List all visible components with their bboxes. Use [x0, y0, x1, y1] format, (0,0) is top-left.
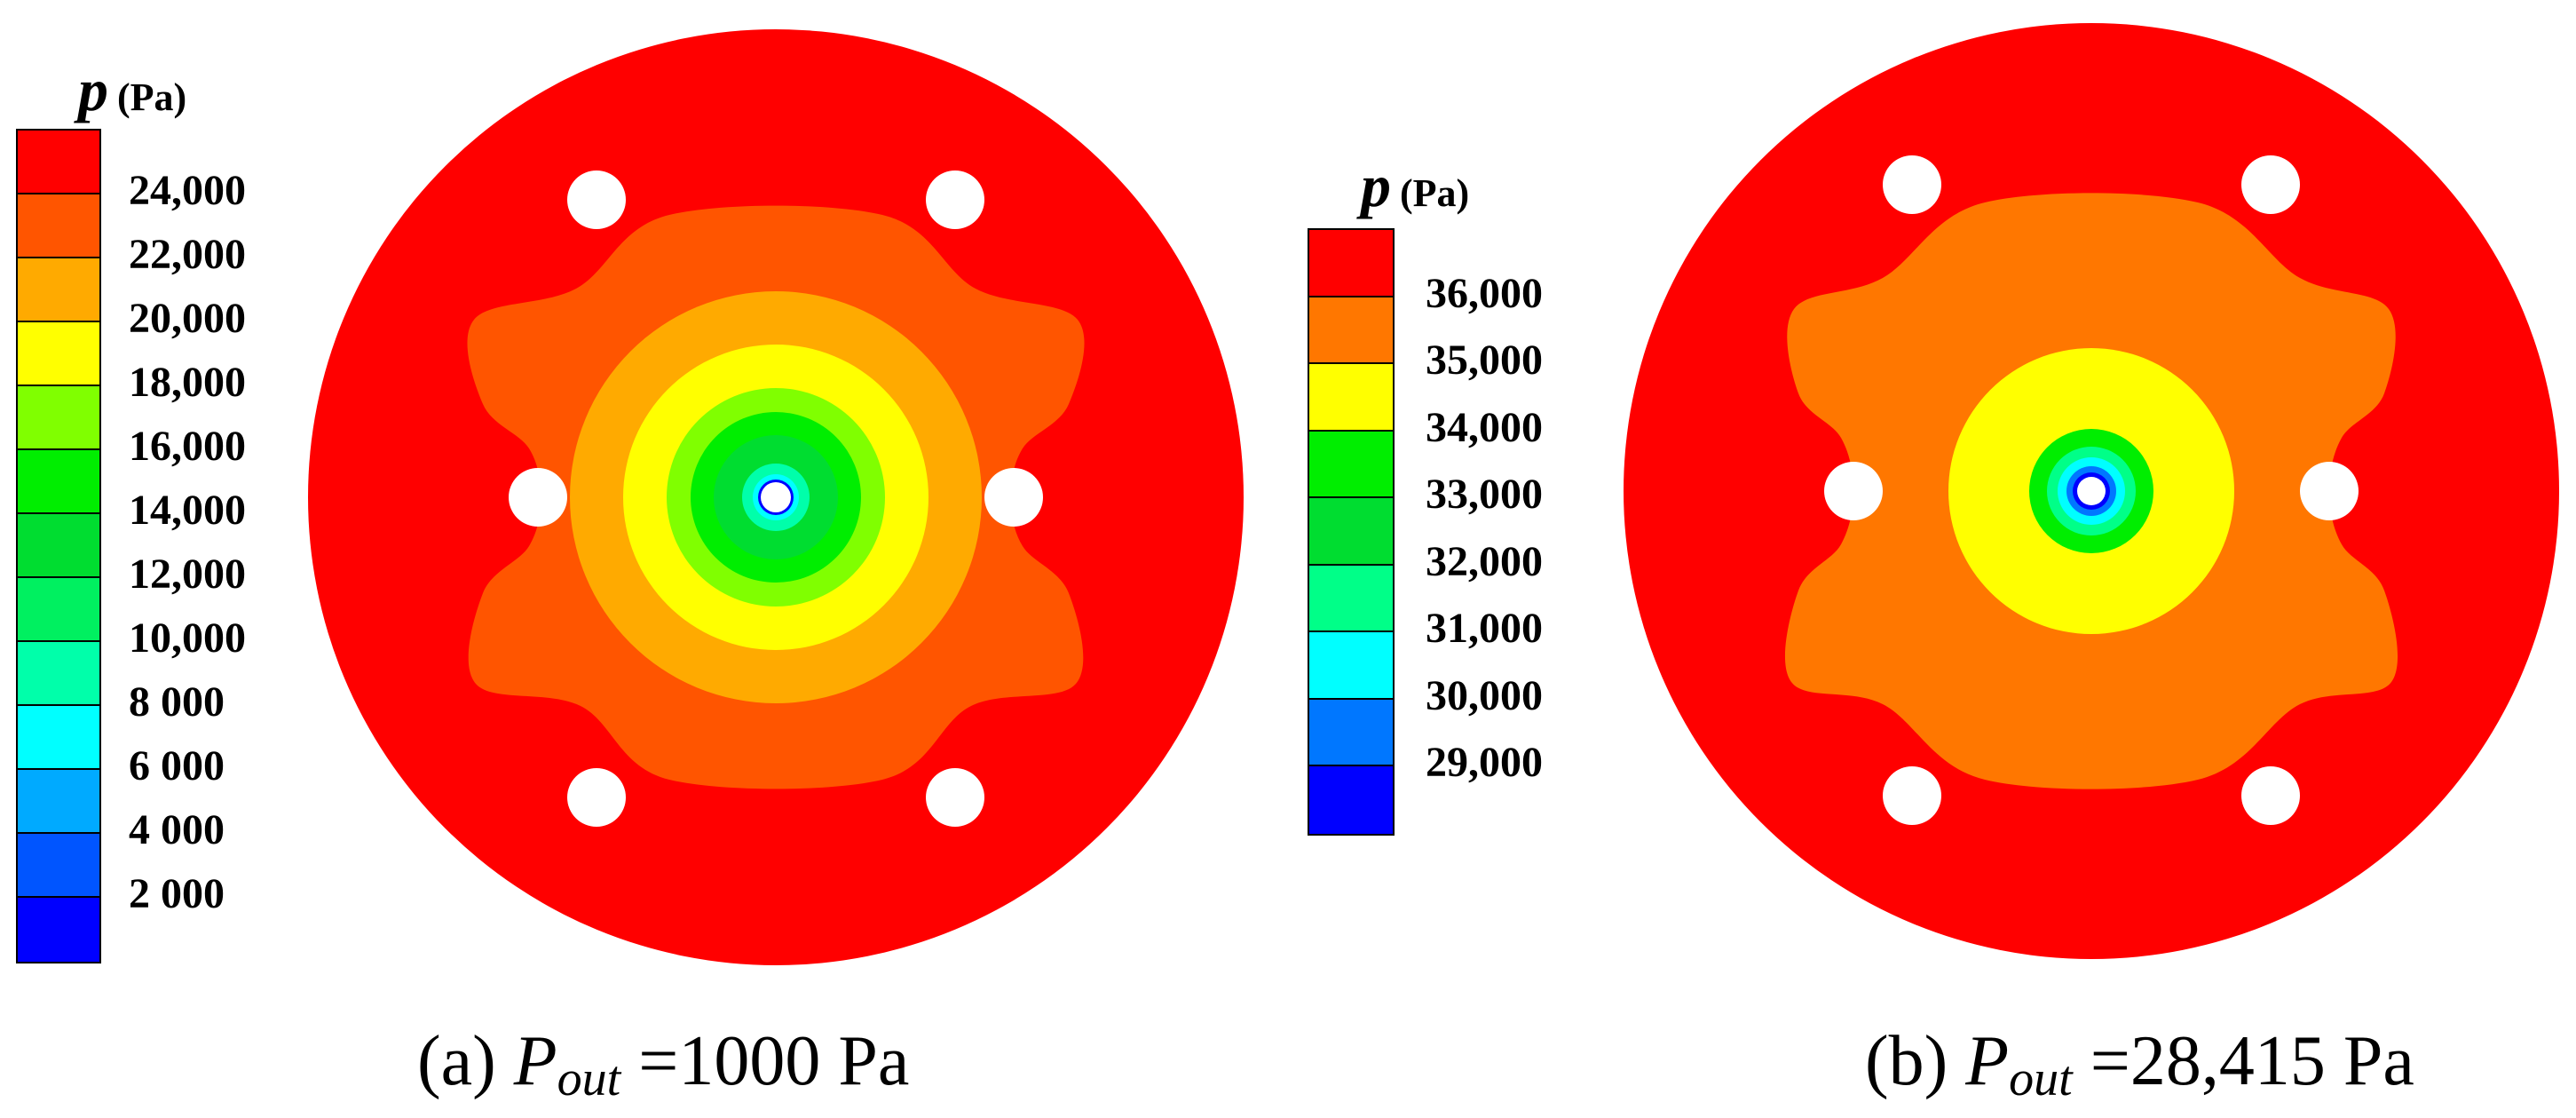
colorbar-tick-label: 10,000: [129, 615, 246, 662]
colorbar-swatch: [18, 642, 99, 706]
colorbar-tick-label: 30,000: [1426, 671, 1543, 719]
colorbar-title-a: p (Pa): [78, 55, 186, 125]
colorbar-tick-label: 18,000: [129, 359, 246, 406]
colorbar-tick-label: 8 000: [129, 678, 225, 726]
bolt-hole: [1883, 155, 1941, 214]
colorbar-swatch: [1309, 766, 1393, 834]
colorbar-swatch: [18, 194, 99, 258]
colorbar-tick-label: 32,000: [1426, 537, 1543, 585]
panel-a: p (Pa) 24,000 22,000 20,000 18,000 16,000 14,0…: [16, 29, 1244, 1104]
caption-subscript: out: [2009, 1051, 2073, 1106]
colorbar-title-b: p (Pa): [1361, 151, 1469, 221]
colorbar-swatch: [18, 131, 99, 194]
colorbar-a: [16, 129, 101, 963]
colorbar-tick-label: 2 000: [129, 870, 225, 917]
colorbar-tick-label: 35,000: [1426, 337, 1543, 384]
colorbar-swatch: [18, 450, 99, 514]
panel-b: p (Pa) 36,000 35,000 34,000 33,000 32,000 31,0…: [1288, 0, 2576, 1118]
bolt-hole: [2241, 766, 2300, 825]
colorbar-tick-label: 4 000: [129, 806, 225, 853]
colorbar-swatch: [1309, 632, 1393, 700]
colorbar-swatch: [18, 258, 99, 322]
colorbar-swatch: [18, 514, 99, 578]
bolt-hole: [567, 768, 626, 827]
colorbar-tick-label: 31,000: [1426, 605, 1543, 652]
caption-prefix: (a): [417, 1022, 514, 1100]
bolt-hole: [2241, 155, 2300, 214]
colorbar-tick-label: 34,000: [1426, 403, 1543, 451]
contour-plot-a: [308, 29, 1244, 965]
colorbar-tick-label: 29,000: [1426, 739, 1543, 786]
colorbar-swatch: [18, 834, 99, 898]
colorbar-swatch: [1309, 565, 1393, 632]
bolt-hole: [2300, 462, 2359, 520]
colorbar-unit: (Pa): [1400, 171, 1470, 215]
bolt-hole: [926, 170, 984, 229]
colorbar-tick-label: 16,000: [129, 423, 246, 470]
colorbar-symbol: p: [78, 56, 108, 123]
colorbar-swatch: [18, 578, 99, 642]
bolt-hole: [567, 170, 626, 229]
colorbar-swatch: [1309, 297, 1393, 364]
colorbar-swatch: [1309, 498, 1393, 566]
colorbar-tick-label: 24,000: [129, 167, 246, 214]
colorbar-swatch: [18, 898, 99, 962]
colorbar-tick-label: 14,000: [129, 487, 246, 534]
colorbar-swatch: [18, 322, 99, 386]
colorbar-symbol: p: [1361, 152, 1391, 219]
colorbar-tick-label: 20,000: [129, 295, 246, 342]
bolt-hole: [926, 768, 984, 827]
bolt-hole: [1883, 766, 1941, 825]
bolt-hole: [984, 468, 1043, 527]
bolt-hole: [1824, 462, 1883, 520]
inlet-hole: [2077, 477, 2106, 505]
colorbar-swatch: [1309, 699, 1393, 766]
colorbar-swatch: [1309, 364, 1393, 432]
contour-plot-b: [1624, 23, 2559, 959]
caption-a: (a) Pout =1000 Pa: [417, 1026, 909, 1104]
colorbar-swatch: [18, 386, 99, 450]
colorbar-tick-label: 36,000: [1426, 269, 1543, 317]
caption-prefix: (b): [1865, 1022, 1966, 1100]
caption-suffix: =28,415 Pa: [2072, 1022, 2414, 1100]
bolt-hole: [509, 468, 567, 527]
caption-b: (b) Pout =28,415 Pa: [1865, 1026, 2414, 1104]
colorbar-tick-label: 33,000: [1426, 471, 1543, 518]
colorbar-tick-label: 22,000: [129, 231, 246, 278]
colorbar-tick-label: 6 000: [129, 742, 225, 789]
inlet-hole: [761, 482, 791, 512]
caption-symbol: P: [513, 1022, 557, 1100]
colorbar-swatch: [1309, 431, 1393, 498]
colorbar-swatch: [18, 706, 99, 770]
colorbar-swatch: [1309, 230, 1393, 297]
colorbar-tick-label: 12,000: [129, 551, 246, 598]
caption-symbol: P: [1965, 1022, 2010, 1100]
colorbar-swatch: [18, 770, 99, 834]
colorbar-b: [1308, 228, 1395, 836]
caption-suffix: =1000 Pa: [620, 1022, 910, 1100]
caption-subscript: out: [557, 1051, 621, 1106]
colorbar-unit: (Pa): [117, 75, 187, 119]
